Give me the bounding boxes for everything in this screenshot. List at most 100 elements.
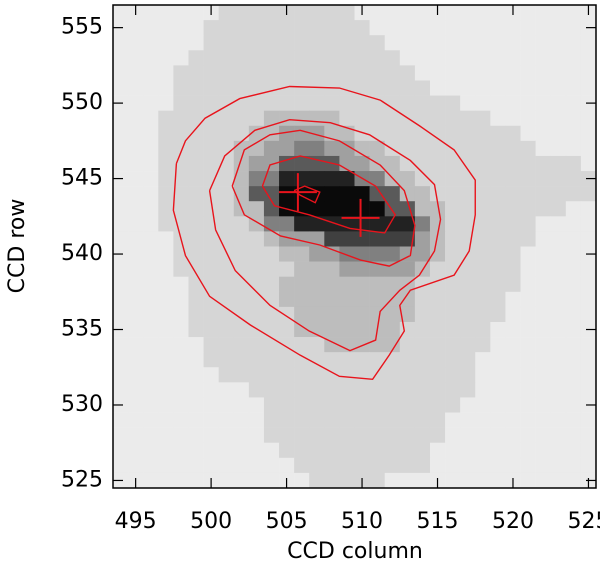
pixel [203, 110, 219, 127]
pixel [218, 171, 235, 187]
pixel [324, 321, 340, 338]
pixel [414, 50, 431, 66]
pixel [158, 201, 174, 217]
pixel [354, 397, 370, 413]
y-tick-label: 535 [61, 317, 103, 342]
pixel [429, 201, 446, 217]
pixel [580, 291, 597, 308]
pixel [173, 352, 189, 368]
pixel [520, 291, 536, 308]
pixel [279, 216, 295, 232]
pixel [143, 397, 159, 413]
pixel [158, 186, 174, 202]
pixel [173, 50, 189, 66]
pixel [158, 110, 174, 127]
pixel [113, 306, 129, 323]
pixel [580, 442, 597, 459]
pixel [475, 186, 491, 202]
pixel [324, 382, 340, 398]
pixel [490, 412, 506, 428]
pixel [188, 352, 204, 368]
pixel [309, 65, 325, 81]
pixel [535, 367, 552, 383]
pixel [460, 427, 476, 444]
x-tick-label: 495 [115, 509, 157, 534]
pixel [233, 216, 250, 232]
pixel [535, 50, 552, 66]
pixel [354, 321, 370, 338]
pixel [445, 397, 461, 413]
pixel [294, 261, 310, 277]
pixel [414, 291, 431, 308]
pixel [445, 155, 461, 172]
pixel [369, 140, 385, 157]
pixel [445, 80, 461, 96]
pixel [505, 306, 521, 323]
pixel [429, 352, 446, 368]
pixel [490, 367, 506, 383]
pixel [218, 186, 235, 202]
pixel [535, 140, 552, 157]
pixel [460, 216, 476, 232]
pixel [460, 442, 476, 459]
pixel [565, 442, 582, 459]
pixel [414, 276, 431, 293]
pixel [263, 427, 280, 444]
pixel [188, 306, 204, 323]
pixel [309, 367, 325, 383]
pixel [490, 186, 506, 202]
pixel [550, 397, 567, 413]
pixel [414, 367, 431, 383]
pixel [520, 276, 536, 293]
pixel [475, 231, 491, 247]
pixel [263, 457, 280, 474]
pixel [218, 397, 235, 413]
pixel [218, 291, 235, 308]
pixel [505, 155, 521, 172]
contour [208, 119, 442, 352]
pixel [445, 412, 461, 428]
pixel [580, 125, 597, 142]
pixel [460, 412, 476, 428]
plot-frame [112, 4, 597, 489]
pixel [475, 5, 491, 21]
pixel [520, 427, 536, 444]
pixel [505, 110, 521, 127]
pixel [309, 261, 325, 277]
pixel [445, 472, 461, 489]
pixel [445, 442, 461, 459]
pixel [233, 337, 250, 353]
pixel [128, 352, 144, 368]
centroid-marker [278, 173, 317, 212]
pixel [113, 110, 129, 127]
pixel [173, 321, 189, 338]
pixel [248, 472, 265, 489]
pixel [565, 246, 582, 262]
pixel [128, 80, 144, 96]
pixel [263, 306, 280, 323]
pixel [203, 352, 219, 368]
pixel [354, 50, 370, 66]
pixel [565, 95, 582, 111]
pixel [535, 125, 552, 142]
pixel [128, 367, 144, 383]
pixel [324, 472, 340, 489]
pixel [490, 352, 506, 368]
pixel [384, 367, 401, 383]
pixel [113, 5, 129, 21]
pixel [188, 231, 204, 247]
pixel [384, 412, 401, 428]
pixel [565, 140, 582, 157]
pixel [369, 276, 385, 293]
pixel [218, 457, 235, 474]
x-tick-label: 515 [417, 509, 459, 534]
pixel [158, 472, 174, 489]
pixel [218, 412, 235, 428]
pixel [550, 155, 567, 172]
pixel [128, 186, 144, 202]
pixel [279, 276, 295, 293]
pixel [565, 412, 582, 428]
pixel [218, 321, 235, 338]
pixel [233, 35, 250, 51]
pixel [203, 397, 219, 413]
